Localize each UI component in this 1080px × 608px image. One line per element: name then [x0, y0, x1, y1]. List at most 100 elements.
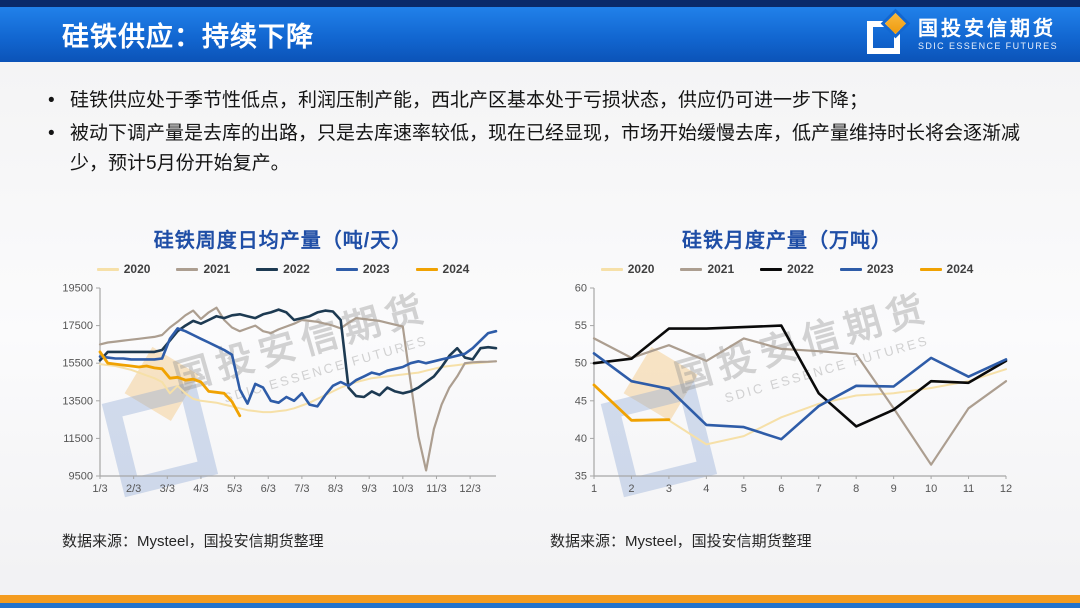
x-axis-tick-label: 11/3: [426, 483, 447, 495]
series-line-2022: [592, 324, 1008, 428]
chart-legend: 2020 2021 2022 2023 2024: [58, 258, 508, 280]
x-axis-tick-label: 3: [666, 483, 672, 495]
legend-label: 2020: [123, 262, 151, 276]
y-axis-tick-label: 17500: [62, 320, 93, 332]
legend-swatch-2022: [256, 267, 279, 271]
bullet-item: 硅铁供应处于季节性低点，利润压制产能，西北产区基本处于亏损状态，供应仍可进一步下…: [46, 86, 1044, 116]
legend-swatch-2024: [919, 267, 942, 271]
series-line-2024: [592, 383, 671, 422]
legend-label: 2023: [362, 262, 390, 276]
y-axis-tick-label: 40: [575, 433, 587, 445]
bullet-item: 被动下调产量是去库的出路，只是去库速率较低，现在已经显现，市场开始缓慢去库，低产…: [46, 119, 1044, 179]
logo-square-shape: [866, 21, 900, 54]
series-line-2021: [98, 306, 498, 472]
x-axis-tick-label: 4: [703, 483, 709, 495]
x-axis-tick-label: 10/3: [392, 483, 413, 495]
footer-bar-blue: [0, 603, 1080, 608]
y-axis-tick-label: 15500: [62, 358, 93, 370]
legend-item-2021: 2021: [176, 262, 230, 276]
data-source-right: 数据来源：Mysteel，国投安信期货整理: [550, 533, 812, 550]
legend-label: 2024: [442, 262, 470, 276]
chart-title: 硅铁周度日均产量（吨/天）: [153, 230, 413, 252]
data-source-left: 数据来源：Mysteel，国投安信期货整理: [62, 533, 324, 550]
series-line-2024: [98, 350, 242, 418]
x-axis-tick-label: 5/3: [227, 483, 242, 495]
bullet-list: 硅铁供应处于季节性低点，利润压制产能，西北产区基本处于亏损状态，供应仍可进一步下…: [46, 86, 1044, 182]
x-axis-tick-label: 11: [963, 483, 974, 495]
legend-label: 2020: [627, 262, 655, 276]
legend-item-2020: 2020: [600, 262, 655, 276]
chart-plot-area: 国投安信期货 SDIC ESSENCE FUTURES 9500 11500 135…: [58, 282, 508, 498]
x-axis-tick-label: 6/3: [261, 483, 276, 495]
legend-swatch-2021: [680, 267, 703, 271]
series-line-2020: [99, 360, 497, 414]
company-logo: 国投安信期货 SDIC ESSENCE FUTURES: [863, 12, 1058, 56]
legend-item-2024: 2024: [415, 262, 470, 276]
x-axis-tick-label: 3/3: [160, 483, 175, 495]
page-title: 硅铁供应：持续下降: [62, 22, 314, 52]
legend-label: 2021: [203, 262, 231, 276]
legend-item-2024: 2024: [919, 262, 974, 276]
y-axis-tick-label: 50: [575, 358, 587, 370]
chart-canvas: 9500 11500 13500 15500 17500 19500 1/3 2/3 3/3 4/…: [62, 283, 498, 495]
y-axis-tick-label: 35: [575, 471, 587, 483]
y-axis-tick-label: 9500: [69, 471, 93, 483]
legend-swatch-2020: [96, 267, 119, 271]
legend-swatch-2020: [600, 267, 623, 271]
y-axis-tick-label: 11500: [63, 433, 93, 445]
legend-swatch-2024: [415, 267, 438, 271]
chart-legend: 2020 2021 2022 2023 2024: [556, 258, 1018, 280]
chart-plot-area: 国投安信期货 SDIC ESSENCE FUTURES 35 40 45 50 55 60…: [556, 282, 1018, 498]
legend-item-2021: 2021: [680, 262, 734, 276]
legend-item-2022: 2022: [256, 262, 310, 276]
x-axis-tick-label: 9/3: [362, 483, 377, 495]
legend-label: 2024: [946, 262, 974, 276]
x-axis-tick-label: 8: [853, 483, 859, 495]
y-axis-tick-label: 55: [575, 320, 587, 332]
y-axis-tick-label: 45: [575, 395, 587, 407]
x-axis-tick-label: 7/3: [294, 483, 309, 495]
chart-weekly-daily-output: 硅铁周度日均产量（吨/天） 2020 2021 2022 2023 2024 国投安信期…: [58, 224, 508, 498]
legend-swatch-2021: [176, 267, 199, 271]
x-axis-tick-label: 4/3: [193, 483, 208, 495]
legend-label: 2023: [866, 262, 894, 276]
y-axis-tick-label: 13500: [62, 395, 93, 407]
company-name-en: SDIC ESSENCE FUTURES: [917, 40, 1058, 51]
x-axis-tick-label: 10: [925, 483, 937, 495]
series-line-2021: [592, 337, 1008, 466]
x-axis-tick-label: 1: [591, 483, 597, 495]
x-axis-tick-label: 7: [816, 483, 822, 495]
legend-swatch-2023: [839, 267, 862, 271]
legend-swatch-2022: [760, 267, 783, 271]
x-axis-tick-label: 2: [628, 483, 634, 495]
x-axis-tick-label: 9: [891, 483, 897, 495]
footer-bar-orange: [0, 595, 1080, 603]
series-line-2023: [98, 327, 498, 408]
x-axis-tick-label: 5: [741, 483, 747, 495]
x-axis-tick-label: 2/3: [126, 483, 141, 495]
x-axis-tick-label: 8/3: [328, 483, 343, 495]
company-name-cn: 国投安信期货: [917, 17, 1056, 40]
legend-item-2020: 2020: [96, 262, 151, 276]
legend-item-2022: 2022: [760, 262, 814, 276]
series-line-2023: [592, 352, 1008, 441]
legend-swatch-2023: [335, 267, 358, 271]
y-axis-tick-label: 19500: [62, 283, 93, 295]
company-logo-icon: [863, 12, 907, 56]
legend-item-2023: 2023: [839, 262, 894, 276]
company-logo-text: 国投安信期货 SDIC ESSENCE FUTURES: [918, 18, 1058, 51]
chart-title: 硅铁月度产量（万吨）: [682, 230, 892, 252]
legend-label: 2021: [707, 262, 735, 276]
legend-label: 2022: [283, 262, 310, 276]
header-top-strip: [0, 0, 1080, 7]
chart-monthly-output: 硅铁月度产量（万吨） 2020 2021 2022 2023 2024 国投安信期货 S…: [556, 224, 1018, 498]
x-axis-tick-label: 12: [1000, 483, 1012, 495]
legend-item-2023: 2023: [335, 262, 390, 276]
legend-label: 2022: [787, 262, 814, 276]
slide-header: 硅铁供应：持续下降 国投安信期货 SDIC ESSENCE FUTURES: [0, 7, 1080, 62]
x-axis-tick-label: 1/3: [92, 483, 107, 495]
y-axis-tick-label: 60: [575, 283, 587, 295]
x-axis-tick-label: 12/3: [459, 483, 480, 495]
